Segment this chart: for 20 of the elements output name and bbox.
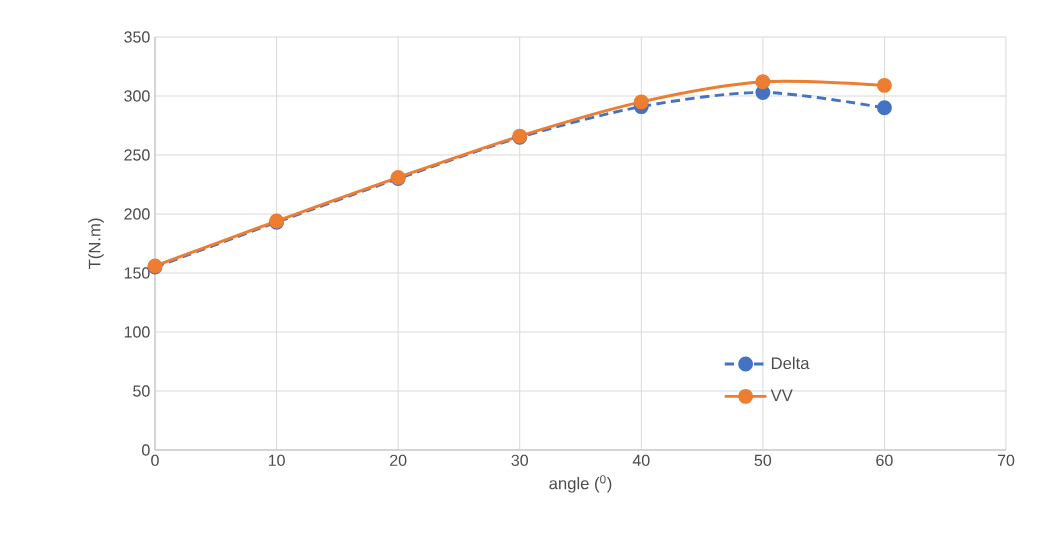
- y-axis-title: T(N.m): [88, 218, 104, 270]
- x-tick-label: 70: [997, 454, 1015, 467]
- x-tick-label: 50: [754, 454, 772, 467]
- x-tick-label: 40: [632, 454, 650, 467]
- x-tick-label: 30: [511, 454, 528, 467]
- x-tick-label: 60: [876, 454, 893, 467]
- legend-label: Delta: [771, 356, 810, 370]
- legend-label: VV: [770, 389, 793, 402]
- x-tick-label: 20: [390, 454, 407, 467]
- y-tick-label: 0: [142, 444, 150, 456]
- x-axis-title: angle ($^{0}$): [549, 475, 612, 493]
- y-tick-label: 300: [124, 90, 150, 102]
- y-tick-label: 50: [133, 385, 150, 397]
- y-tick-label: 200: [124, 208, 150, 220]
- y-tick-label: 350: [124, 31, 150, 43]
- y-tick-label: 250: [124, 149, 150, 161]
- y-tick-label: 100: [124, 326, 150, 338]
- x-tick-label: 10: [268, 454, 285, 467]
- y-tick-label: 150: [124, 267, 150, 279]
- x-tick-label: 0: [151, 454, 159, 467]
